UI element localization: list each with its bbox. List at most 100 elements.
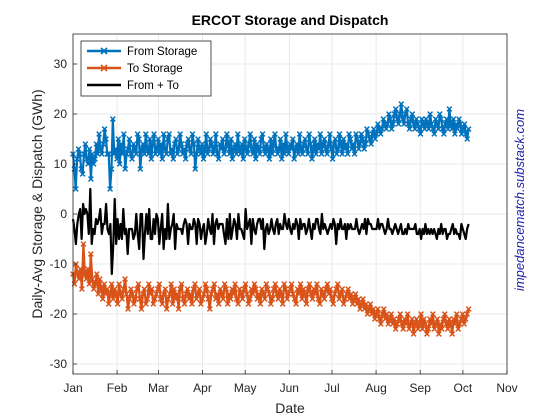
data-point: [175, 146, 182, 152]
data-point: [215, 156, 222, 162]
data-point: [125, 306, 131, 312]
data-point: [196, 146, 203, 152]
data-point: [255, 146, 262, 152]
data-point: [431, 131, 438, 137]
data-point: [135, 281, 142, 287]
data-point: [90, 161, 97, 167]
x-tick-label: Oct: [454, 381, 473, 395]
data-point: [300, 141, 307, 147]
data-point: [436, 111, 443, 117]
data-point: [313, 281, 320, 287]
data-point: [456, 321, 463, 327]
data-point: [263, 281, 270, 287]
data-point: [239, 296, 246, 302]
data-point: [186, 146, 193, 152]
data-point: [138, 306, 145, 312]
data-point: [117, 291, 124, 297]
data-point: [110, 296, 117, 302]
data-point: [363, 301, 369, 307]
data-point: [212, 131, 219, 137]
data-point: [257, 301, 264, 307]
data-point: [380, 116, 387, 122]
data-point: [296, 131, 303, 137]
data-point: [287, 286, 294, 292]
data-point: [122, 276, 128, 282]
data-point: [281, 281, 288, 287]
data-point: [443, 321, 450, 327]
data-point: [89, 151, 96, 157]
data-point: [97, 146, 104, 152]
data-point: [311, 136, 318, 142]
data-point: [145, 281, 152, 287]
data-point: [205, 296, 212, 302]
data-point: [336, 131, 343, 137]
data-point: [214, 151, 221, 157]
data-point: [195, 136, 201, 142]
x-tick-label: Feb: [107, 381, 128, 395]
data-point: [368, 311, 375, 317]
data-point: [315, 146, 322, 152]
data-point: [273, 291, 280, 297]
data-point: [406, 126, 413, 132]
data-point: [263, 141, 270, 147]
data-point: [460, 126, 467, 132]
data-point: [141, 286, 148, 292]
data-point: [227, 296, 234, 302]
data-point: [76, 276, 82, 282]
data-point: [149, 141, 156, 147]
data-point: [364, 311, 371, 317]
data-point: [111, 151, 118, 157]
data-point: [113, 291, 120, 297]
data-point: [80, 241, 87, 247]
data-point: [108, 166, 115, 172]
data-point: [146, 136, 153, 142]
data-point: [126, 296, 133, 302]
data-point: [178, 281, 185, 287]
data-point: [459, 311, 466, 317]
data-point: [351, 296, 358, 302]
data-point: [322, 286, 329, 292]
data-point: [315, 296, 322, 302]
data-point: [299, 151, 306, 157]
data-point: [269, 296, 276, 302]
data-point: [449, 126, 456, 132]
data-point: [194, 291, 201, 297]
data-point: [214, 291, 221, 297]
data-point: [184, 141, 190, 147]
data-point: [266, 291, 273, 297]
ticks: -30 -20 -10 0 10 20 30 Jan Feb Mar Apr May Jun Jul Aug…: [50, 57, 518, 395]
data-point: [302, 291, 308, 297]
data-point: [424, 331, 430, 337]
data-point: [296, 291, 302, 297]
data-point: [416, 126, 423, 132]
data-point: [282, 286, 289, 292]
data-point: [285, 291, 292, 297]
data-point: [154, 286, 161, 292]
data-point: [77, 266, 84, 272]
data-point: [321, 296, 328, 302]
data-point: [122, 166, 129, 172]
data-point: [403, 106, 410, 112]
data-point: [271, 131, 278, 137]
data-point: [343, 141, 350, 147]
data-point: [374, 306, 381, 312]
data-point: [101, 281, 108, 287]
data-point: [327, 286, 334, 292]
data-point: [197, 301, 204, 307]
data-point: [390, 121, 396, 127]
data-point: [291, 156, 298, 162]
data-point: [250, 151, 256, 157]
data-point: [380, 306, 387, 312]
data-point: [211, 146, 218, 152]
data-point: [217, 141, 223, 147]
data-point: [211, 281, 218, 287]
data-point: [252, 286, 259, 292]
data-point: [300, 286, 307, 292]
data-point: [439, 126, 446, 132]
data-point: [218, 291, 225, 297]
data-point: [156, 281, 163, 287]
data-point: [199, 296, 206, 302]
data-point: [182, 156, 189, 162]
data-point: [181, 146, 188, 152]
